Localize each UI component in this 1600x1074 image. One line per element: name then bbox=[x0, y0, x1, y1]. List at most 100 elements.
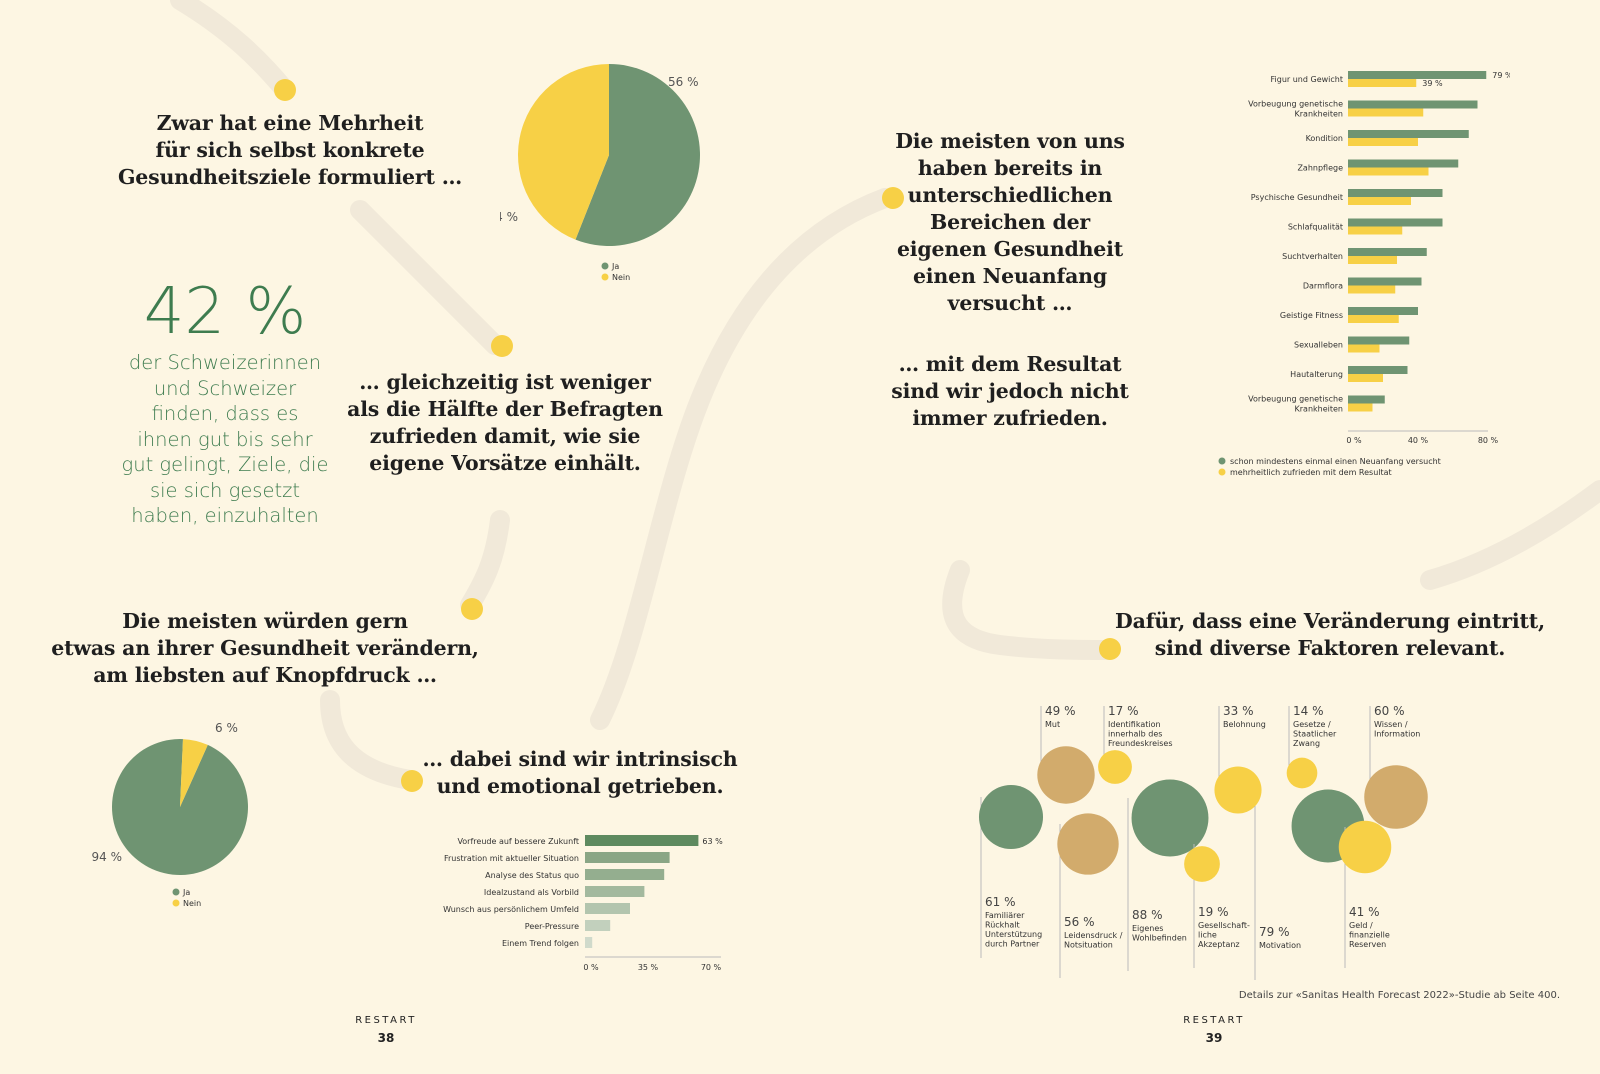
heading-line: haben bereits in bbox=[917, 156, 1103, 180]
heading-goals-line: für sich selbst konkrete bbox=[155, 138, 425, 162]
heading-goals: Zwar hat eine Mehrheit für sich selbst k… bbox=[110, 110, 470, 191]
bar-tried bbox=[1348, 307, 1418, 315]
heading-line: als die Hälfte der Befragten bbox=[347, 397, 663, 421]
x-tick-label: 35 % bbox=[638, 963, 659, 972]
stat-text-line: der Schweizerinnen bbox=[128, 351, 322, 374]
heading-change: Die meisten würden gern etwas an ihrer G… bbox=[45, 608, 485, 689]
legend-label: Nein bbox=[612, 273, 630, 282]
bar-category-label: Vorfreude auf bessere Zukunft bbox=[457, 837, 579, 846]
bar-category-label: Sexualleben bbox=[1294, 341, 1343, 350]
stat-text-line: sie sich gesetzt bbox=[149, 478, 300, 502]
bar-tried bbox=[1348, 277, 1422, 286]
bar-category-label: Wunsch aus persönlichem Umfeld bbox=[443, 905, 579, 914]
heading-line: unterschiedlichen bbox=[907, 183, 1113, 207]
heading-factors: Dafür, dass eine Veränderung eintritt, s… bbox=[1110, 608, 1550, 662]
page-number-right: 39 bbox=[1205, 1031, 1223, 1045]
bar-satisfied bbox=[1348, 108, 1424, 117]
heading-line: … gleichzeitig ist weniger bbox=[359, 370, 651, 394]
goals-pie-chart: 56 % 44 % Ja Nein bbox=[500, 64, 700, 282]
factor-label: Akzeptanz bbox=[1198, 940, 1240, 949]
factor-bubble bbox=[1364, 765, 1428, 829]
bar-satisfied bbox=[1348, 256, 1397, 264]
bar bbox=[585, 835, 699, 846]
bar-category-label: Darmflora bbox=[1303, 282, 1343, 291]
bar bbox=[585, 869, 665, 880]
factor-label: Gesetze / bbox=[1293, 720, 1331, 729]
bar-category-label: Krankheiten bbox=[1295, 110, 1343, 119]
bar-tried bbox=[1348, 100, 1478, 109]
factors-bubble-chart: 61 % FamiliärerRückhaltUnterstützungdurch… bbox=[978, 704, 1428, 980]
factor-value-label: 14 % bbox=[1293, 704, 1324, 718]
heading-line: sind wir jedoch nicht bbox=[891, 379, 1129, 403]
bar-tried bbox=[1348, 218, 1443, 227]
factor-bubble bbox=[978, 784, 1044, 850]
factor-label: Geld / bbox=[1349, 921, 1373, 930]
legend-marker bbox=[601, 262, 609, 270]
bar-satisfied bbox=[1348, 138, 1418, 146]
factor-value-label: 17 % bbox=[1108, 704, 1139, 718]
bar-satisfied bbox=[1348, 285, 1396, 294]
stat-text-line: haben, einzuhalten bbox=[131, 504, 319, 527]
bar-satisfied bbox=[1348, 167, 1429, 176]
x-tick-label: 0 % bbox=[1346, 436, 1362, 445]
heading-line: eigene Vorsätze einhält. bbox=[369, 451, 641, 475]
heading-line: und emotional getrieben. bbox=[436, 774, 724, 798]
big-stat: 42 % bbox=[143, 275, 307, 349]
factor-bubble bbox=[1098, 750, 1132, 784]
legend-marker bbox=[172, 888, 180, 896]
legend-label: schon mindestens einmal einen Neuanfang … bbox=[1230, 457, 1441, 466]
bar bbox=[585, 852, 670, 863]
factor-label: Unterstützung bbox=[985, 930, 1042, 939]
legend-label: Ja bbox=[182, 888, 190, 897]
legend-marker bbox=[172, 899, 180, 907]
legend-marker bbox=[1218, 457, 1226, 465]
footnote: Details zur «Sanitas Health Forecast 202… bbox=[1238, 990, 1560, 1001]
stat-text-line: ihnen gut bis sehr bbox=[137, 427, 313, 451]
pie-value-label: 6 % bbox=[215, 721, 238, 735]
bar-tried bbox=[1348, 71, 1487, 79]
bar-satisfied bbox=[1348, 79, 1417, 87]
factor-value-label: 19 % bbox=[1198, 905, 1229, 919]
bar bbox=[585, 937, 593, 948]
x-tick-label: 40 % bbox=[1408, 436, 1429, 445]
bar-category-label: Frustration mit aktueller Situation bbox=[444, 854, 579, 863]
bar bbox=[585, 886, 645, 897]
bar-satisfied bbox=[1348, 226, 1403, 235]
factor-label: Notsituation bbox=[1064, 941, 1113, 950]
heading-line: sind diverse Faktoren relevant. bbox=[1154, 636, 1506, 660]
stat-text-line: und Schweizer bbox=[153, 376, 297, 400]
heading-result: … mit dem Resultat sind wir jedoch nicht… bbox=[880, 351, 1140, 432]
restart-bar-chart: Figur und Gewicht 79 % 39 % Vorbeugung gene… bbox=[1218, 71, 1510, 477]
heading-goals-line: Gesundheitsziele formuliert … bbox=[117, 165, 463, 189]
motivation-bar-chart: Vorfreude auf bessere Zukunft 63 % Frustra… bbox=[443, 835, 723, 972]
bar-category-label: Kondition bbox=[1306, 134, 1343, 143]
bar-category-label: Krankheiten bbox=[1295, 405, 1343, 414]
factor-label: Staatlicher bbox=[1293, 730, 1337, 739]
factor-label: Identifikation bbox=[1108, 720, 1161, 729]
bar-category-label: Peer-Pressure bbox=[525, 922, 579, 931]
bar-category-label: Figur und Gewicht bbox=[1271, 75, 1343, 84]
factor-label: Wohlbefinden bbox=[1132, 934, 1187, 943]
bar-category-label: Vorbeugung genetische bbox=[1248, 100, 1343, 109]
legend-label: Ja bbox=[611, 262, 619, 271]
factor-label: finanzielle bbox=[1349, 931, 1390, 940]
bar-value-label: 39 % bbox=[1422, 79, 1443, 88]
bar-category-label: Einem Trend folgen bbox=[502, 939, 579, 948]
factor-label: Gesellschaft- bbox=[1198, 921, 1250, 930]
pie-slice-ja bbox=[575, 64, 700, 246]
heading-line: versucht … bbox=[947, 291, 1073, 315]
stat-text-line: finden, dass es bbox=[151, 402, 299, 425]
heading-line: am liebsten auf Knopfdruck … bbox=[93, 663, 437, 687]
heading-line: zufrieden damit, wie sie bbox=[369, 424, 641, 448]
factor-label: innerhalb des bbox=[1108, 730, 1162, 739]
factor-bubble bbox=[1057, 813, 1119, 875]
factor-bubble bbox=[1286, 757, 1318, 789]
heading-line: … mit dem Resultat bbox=[898, 352, 1122, 376]
heading-line: Die meisten von uns bbox=[895, 129, 1125, 153]
heading-line: Bereichen der bbox=[929, 210, 1091, 234]
factor-value-label: 56 % bbox=[1064, 915, 1095, 929]
legend-label: Nein bbox=[183, 899, 201, 908]
bar-tried bbox=[1348, 159, 1459, 168]
bar bbox=[585, 920, 611, 931]
